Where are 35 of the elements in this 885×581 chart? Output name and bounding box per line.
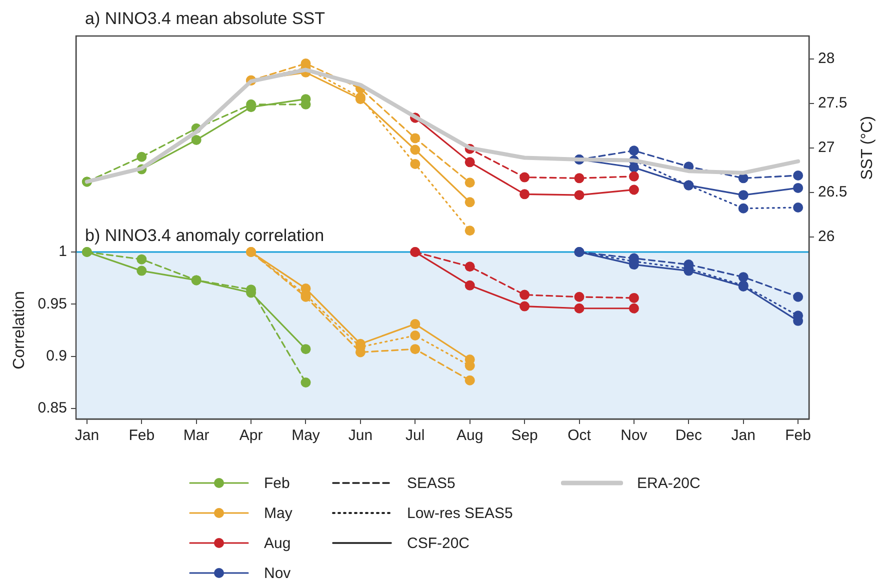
x-tick-label: May <box>292 427 320 444</box>
x-tick-label: Dec <box>675 427 702 444</box>
y-tick-label: 1 <box>58 243 67 260</box>
y-tick-label: 0.85 <box>38 400 67 417</box>
legend-label: ERA-20C <box>637 474 700 492</box>
x-tick-label: Jul <box>406 427 425 444</box>
x-tick-label: Jan <box>74 427 100 444</box>
y-axis-title: Correlation <box>11 291 28 370</box>
y2-tick-label: 27.5 <box>818 94 848 112</box>
x-tick-label: Aug <box>456 427 484 444</box>
legend-label: Nov <box>264 564 291 581</box>
text: SEAS5 <box>407 474 456 492</box>
text: CSF-20C <box>407 534 470 552</box>
x-tick-label: Jun <box>348 427 373 444</box>
x-tick-label: Sep <box>511 427 538 444</box>
x-tick-label: Jan <box>731 427 756 444</box>
annotation: b) NINO3.4 anomaly correlation <box>85 226 324 246</box>
x-tick-label: Apr <box>239 427 263 444</box>
y2-tick-label: 26 <box>818 228 835 245</box>
chart-title: a) NINO3.4 mean absolute SST <box>85 9 326 28</box>
x-tick-label: Oct <box>568 427 592 444</box>
x-tick-label: Mar <box>183 427 210 444</box>
y2-tick-label: 28 <box>818 50 835 68</box>
text: Low-res SEAS5 <box>407 504 513 522</box>
legend-label: Feb <box>264 474 290 492</box>
legend-label: Aug <box>264 534 291 552</box>
y2-axis-title: SST (°C) <box>859 116 876 180</box>
x-tick-label: Nov <box>620 427 648 444</box>
y-tick-label: 0.9 <box>46 348 67 365</box>
x-tick-label: Feb <box>785 427 811 444</box>
legend-label: May <box>264 504 292 522</box>
y2-tick-label: 26.5 <box>818 184 848 201</box>
y2-tick-label: 27 <box>818 139 835 156</box>
x-tick-label: Feb <box>128 427 155 444</box>
y-tick-label: 0.95 <box>38 295 67 312</box>
